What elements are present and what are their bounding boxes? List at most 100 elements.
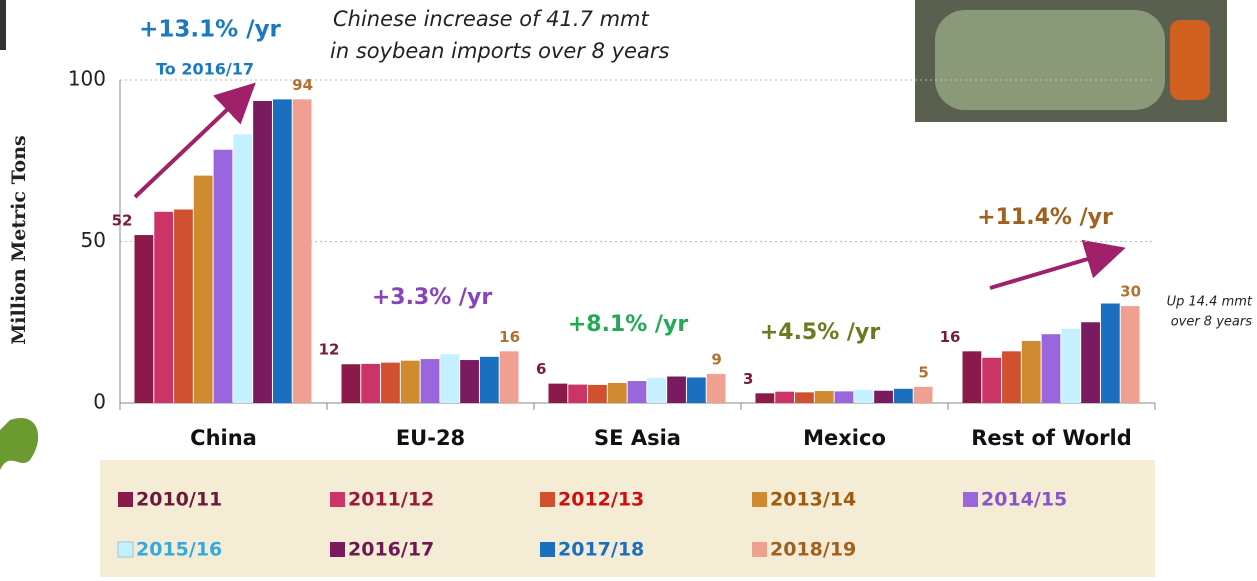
data-label: 16 xyxy=(940,328,961,346)
bar xyxy=(982,357,1002,403)
plant-decoration xyxy=(0,418,39,470)
bar xyxy=(607,382,627,403)
legend-swatch xyxy=(330,542,345,557)
bar xyxy=(440,354,460,403)
bar xyxy=(647,377,667,403)
legend-label: 2015/16 xyxy=(136,539,222,561)
bar xyxy=(213,149,233,403)
data-label: 12 xyxy=(319,341,340,359)
bar xyxy=(913,386,933,403)
legend-label: 2010/11 xyxy=(136,489,222,511)
bar xyxy=(893,388,913,403)
legend-label: 2012/13 xyxy=(558,489,644,511)
legend-label: 2011/12 xyxy=(348,489,434,511)
legend-swatch xyxy=(540,492,555,507)
x-tick-label: EU-28 xyxy=(396,426,465,450)
y-tick-label: 100 xyxy=(68,67,106,91)
bar xyxy=(400,360,420,403)
bar xyxy=(1120,306,1140,403)
photo-worker xyxy=(1170,20,1210,100)
bar xyxy=(854,389,874,403)
bar xyxy=(361,363,381,403)
annotation: +11.4% /yr xyxy=(977,205,1113,230)
bar xyxy=(1041,334,1061,403)
y-tick-label: 50 xyxy=(81,228,106,252)
bar xyxy=(460,360,479,403)
legend-label: 2018/19 xyxy=(770,539,856,561)
legend-swatch xyxy=(118,492,133,507)
annotation: in soybean imports over 8 years xyxy=(330,39,669,63)
photo-bags xyxy=(935,10,1165,110)
bar xyxy=(420,359,440,403)
bar xyxy=(233,134,253,404)
bar xyxy=(667,376,686,403)
legend-swatch xyxy=(752,492,767,507)
bar xyxy=(1061,328,1081,403)
data-label: 30 xyxy=(1120,283,1141,301)
bar xyxy=(627,381,647,403)
bar xyxy=(775,391,795,403)
bar xyxy=(479,356,499,403)
annotation: +13.1% /yr xyxy=(139,17,281,43)
legend-box xyxy=(100,460,1155,577)
legend-swatch xyxy=(117,541,134,558)
data-label: 16 xyxy=(499,328,520,346)
x-tick-label: Rest of World xyxy=(971,426,1132,450)
bar xyxy=(588,384,607,403)
bar xyxy=(193,175,213,403)
edge-decoration xyxy=(0,0,6,50)
bar xyxy=(568,384,588,403)
bar xyxy=(292,99,312,403)
bar xyxy=(755,393,775,403)
bar xyxy=(706,373,726,403)
bar xyxy=(1100,303,1120,403)
data-label: 6 xyxy=(536,360,546,378)
x-tick-label: Mexico xyxy=(803,426,886,450)
bar xyxy=(134,235,154,403)
bar xyxy=(1081,322,1100,403)
legend-swatch xyxy=(963,492,978,507)
bar xyxy=(381,362,400,403)
annotation: +3.3% /yr xyxy=(372,285,492,310)
annotation: over 8 years xyxy=(1171,315,1253,330)
data-label: 3 xyxy=(743,370,753,388)
data-label: 5 xyxy=(918,363,928,381)
bar xyxy=(253,100,272,404)
bar xyxy=(499,351,519,403)
bar xyxy=(272,99,292,403)
bar xyxy=(814,391,834,403)
arrow xyxy=(989,239,1126,290)
annotation: Chinese increase of 41.7 mmt xyxy=(333,7,649,31)
legend-swatch xyxy=(330,492,345,507)
legend-label: 2017/18 xyxy=(558,539,644,561)
legend-swatch xyxy=(540,542,555,557)
bar xyxy=(874,390,893,403)
bar xyxy=(174,209,193,403)
bar xyxy=(548,383,568,403)
legend-label: 2014/15 xyxy=(981,489,1067,511)
x-tick-label: SE Asia xyxy=(594,426,681,450)
bar xyxy=(341,364,361,403)
bar xyxy=(795,392,814,403)
arrow xyxy=(133,82,256,199)
bar xyxy=(1021,340,1041,403)
annotation: +4.5% /yr xyxy=(760,320,880,345)
data-label: 52 xyxy=(112,212,133,230)
data-label: 94 xyxy=(292,76,313,94)
bar xyxy=(962,351,982,403)
bar xyxy=(834,391,854,403)
bar xyxy=(1002,351,1021,403)
legend-swatch xyxy=(752,542,767,557)
legend-label: 2016/17 xyxy=(348,539,434,561)
x-tick-label: China xyxy=(190,426,257,450)
annotation: Up 14.4 mmt xyxy=(1167,295,1253,310)
annotation: +8.1% /yr xyxy=(568,312,688,337)
legend-label: 2013/14 xyxy=(770,489,856,511)
data-label: 9 xyxy=(711,350,721,368)
annotation: To 2016/17 xyxy=(156,60,254,79)
y-tick-label: 0 xyxy=(93,390,106,414)
y-axis-label: Million Metric Tons xyxy=(8,135,30,344)
bar xyxy=(686,377,706,403)
bar xyxy=(154,211,174,403)
